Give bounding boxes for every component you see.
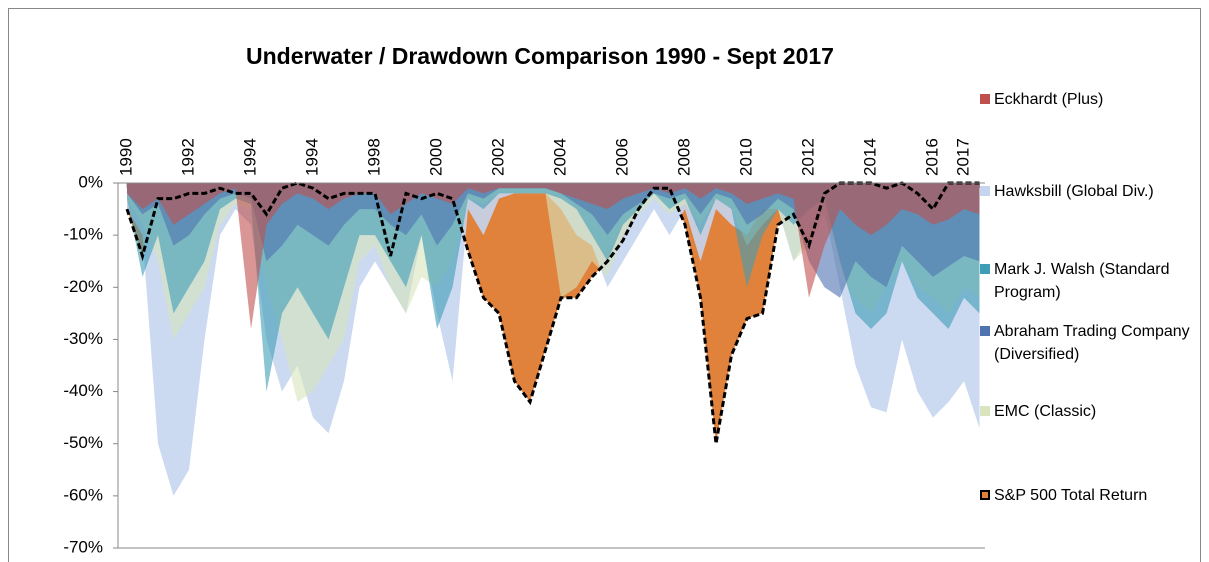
y-tick-label: -50% <box>63 433 103 452</box>
line <box>125 181 980 444</box>
area <box>127 183 980 298</box>
legend-item: Eckhardt (Plus) <box>980 88 1194 111</box>
legend-label: S&P 500 Total Return <box>994 487 1148 504</box>
x-tick-label: 2012 <box>798 138 817 176</box>
legend-label: Eckhardt (Plus) <box>994 91 1104 108</box>
x-tick-label: 2010 <box>736 138 755 176</box>
legend-item: Abraham Trading Company (Diversified) <box>980 320 1194 366</box>
y-tick-label: -40% <box>63 381 103 400</box>
x-tick-label: 2002 <box>488 138 507 176</box>
legend-swatch <box>980 264 990 274</box>
legend-swatch <box>980 326 990 336</box>
legend-label: EMC (Classic) <box>994 403 1097 420</box>
x-tick-label: 1992 <box>178 138 197 176</box>
legend-label: Abraham Trading Company (Diversified) <box>994 323 1190 363</box>
x-tick-label: 2014 <box>860 138 879 176</box>
y-tick-label: -60% <box>63 485 103 504</box>
x-tick-label: 1990 <box>116 138 135 176</box>
area <box>127 183 980 392</box>
y-tick-label: -20% <box>63 277 103 296</box>
x-tick-label: 2008 <box>674 138 693 176</box>
area <box>127 183 980 444</box>
legend-swatch <box>980 94 990 104</box>
x-tick-label: 2017 <box>953 138 972 176</box>
y-tick-label: -10% <box>63 225 103 244</box>
x-tick-label: 1994 <box>302 138 321 176</box>
x-tick-label: 2006 <box>612 138 631 176</box>
legend-swatch <box>980 406 990 416</box>
x-tick-label: 1998 <box>364 138 383 176</box>
legend-swatch <box>980 186 990 196</box>
y-tick-label: 0% <box>78 172 103 191</box>
legend-item: Hawksbill (Global Div.) <box>980 180 1194 203</box>
x-tick-label: 1994 <box>240 138 259 176</box>
frame <box>8 8 1201 562</box>
legend-item: Mark J. Walsh (Standard Program) <box>980 258 1194 304</box>
legend-item: EMC (Classic) <box>980 400 1194 423</box>
x-tick-label: 2000 <box>426 138 445 176</box>
x-tick-label: 2004 <box>550 138 569 176</box>
x-tick-label: 2016 <box>922 138 941 176</box>
chart-title: Underwater / Drawdown Comparison 1990 - … <box>246 43 834 69</box>
y-tick-label: -70% <box>63 537 103 556</box>
legend-label: Mark J. Walsh (Standard Program) <box>994 261 1170 301</box>
legend-label: Hawksbill (Global Div.) <box>994 183 1154 200</box>
legend-swatch <box>980 490 990 500</box>
legend-item: S&P 500 Total Return <box>980 484 1194 507</box>
y-tick-label: -30% <box>63 329 103 348</box>
area <box>127 183 980 329</box>
